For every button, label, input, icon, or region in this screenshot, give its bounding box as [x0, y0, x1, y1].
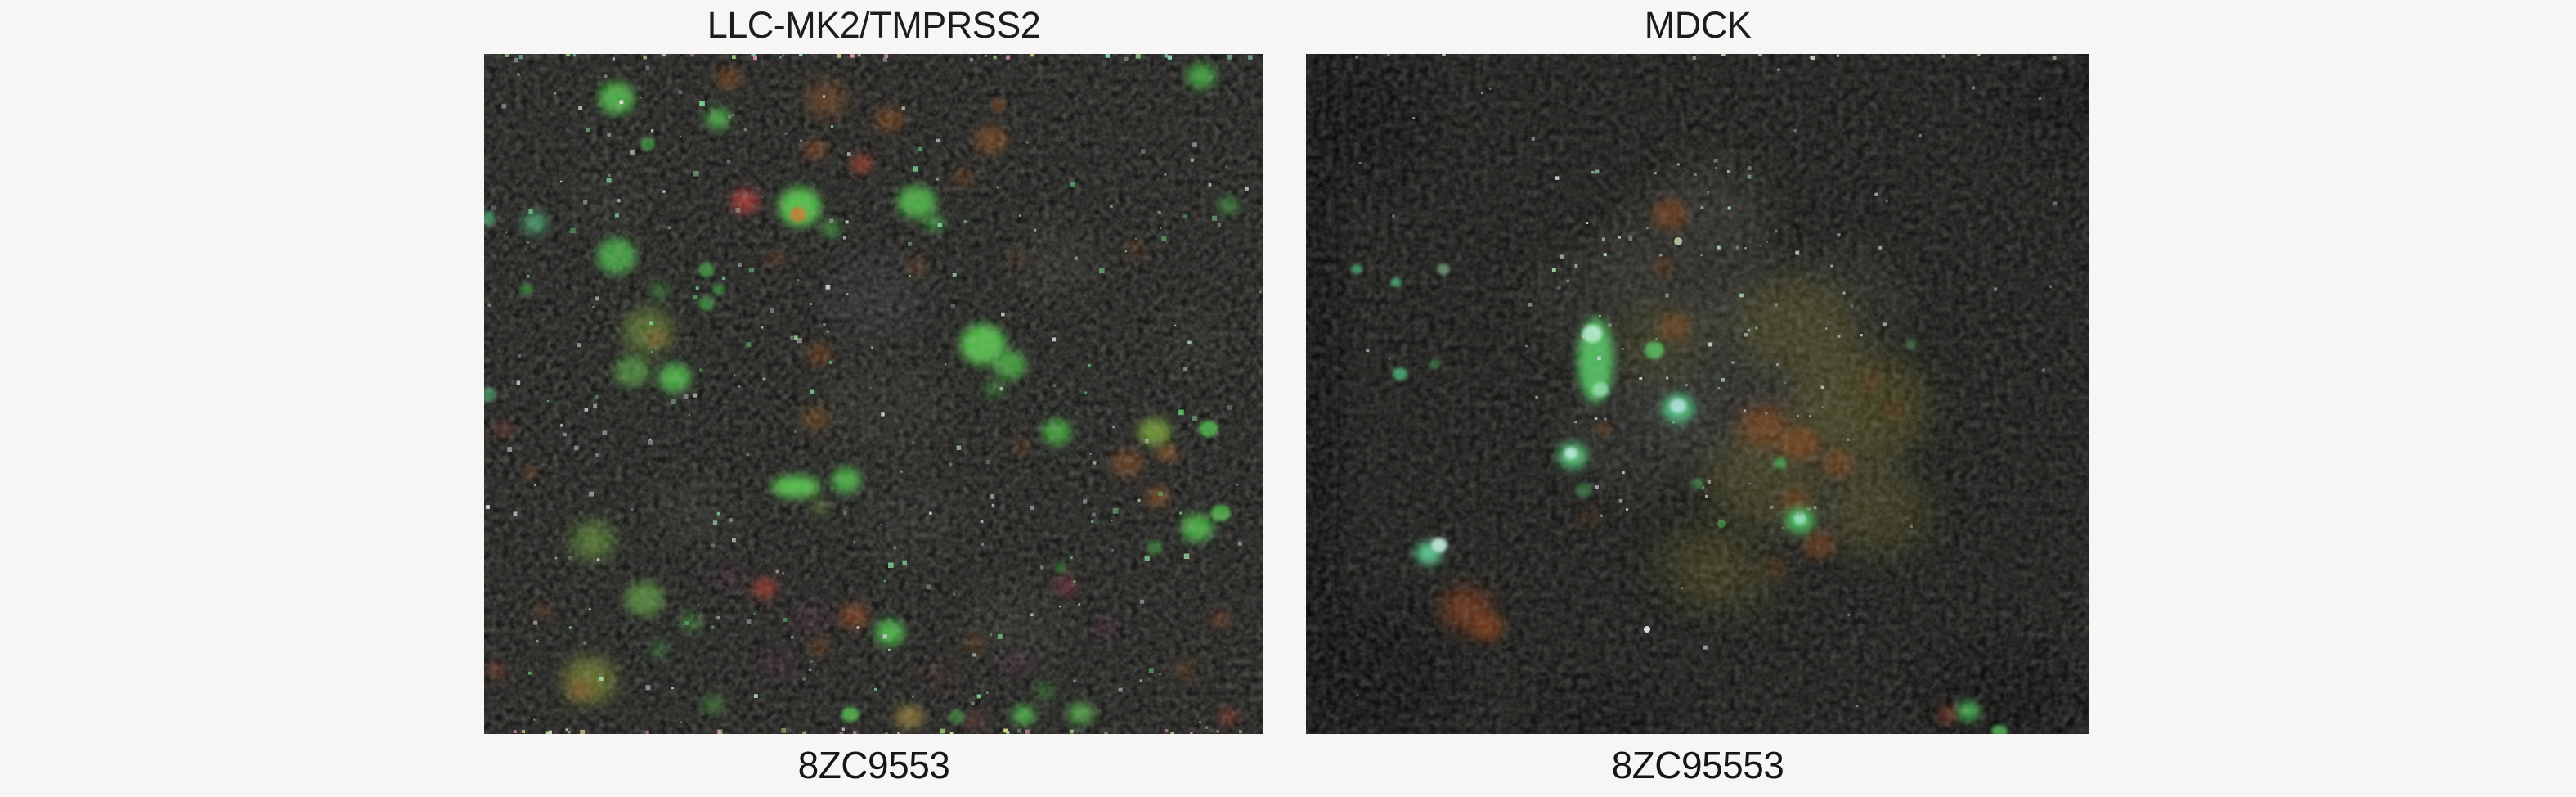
- fluorescence-image-svg: [1306, 54, 2089, 734]
- cell-line-title: LLC-MK2/TMPRSS2: [707, 4, 1041, 46]
- fluorescence-image-svg: [484, 54, 1263, 734]
- specimen-id-label: 8ZC95553: [1611, 744, 1784, 786]
- specimen-id-label: 8ZC9553: [797, 744, 950, 786]
- micrograph-panel-left: LLC-MK2/TMPRSS2 8ZC9553: [484, 0, 1263, 797]
- fluorescence-micrograph-llc-mk2-tmprss2: [484, 54, 1263, 734]
- micrograph-panel-right: MDCK 8ZC95553: [1306, 0, 2089, 797]
- fluorescence-micrograph-mdck: [1306, 54, 2089, 734]
- cell-line-title: MDCK: [1644, 4, 1752, 46]
